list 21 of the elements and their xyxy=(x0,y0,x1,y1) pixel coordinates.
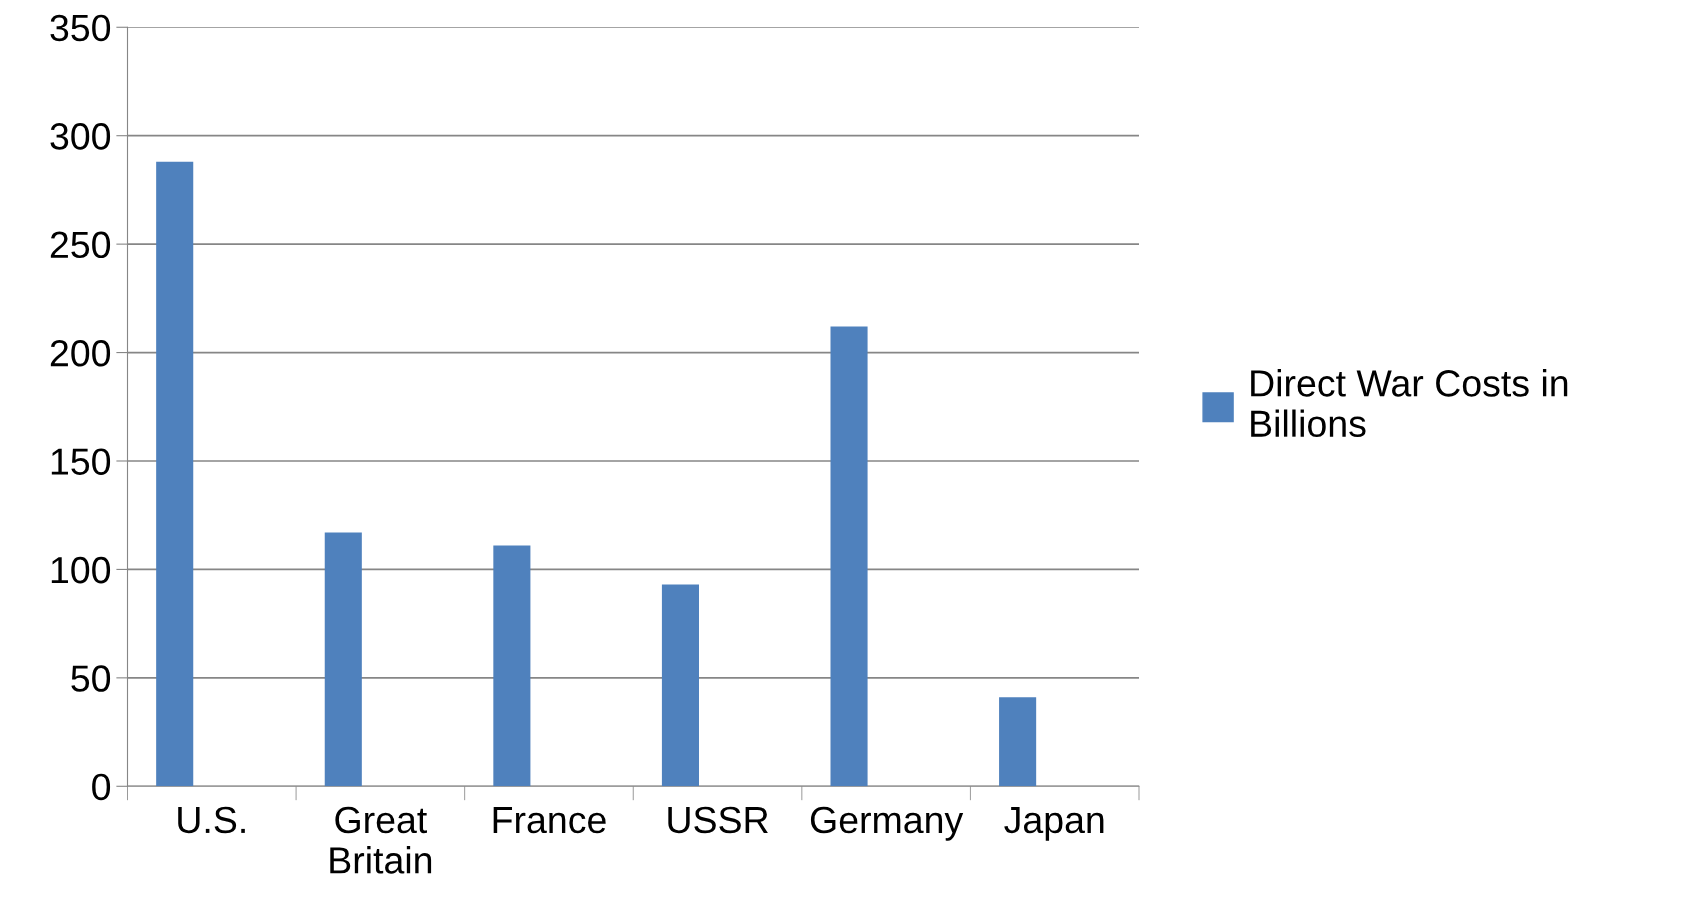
bar xyxy=(661,584,699,787)
y-tick-label: 350 xyxy=(50,14,111,42)
bar xyxy=(324,532,362,787)
y-tick-label: 200 xyxy=(50,339,111,367)
x-tick-label: Germany xyxy=(810,806,964,841)
y-tick-label: 300 xyxy=(50,123,111,150)
bar xyxy=(156,161,194,787)
x-tick-label: Great Britain xyxy=(330,806,432,874)
bar xyxy=(830,326,868,787)
y-tick-label: 250 xyxy=(50,231,111,259)
x-tick-label: USSR xyxy=(668,806,768,834)
y-tick-label: 100 xyxy=(51,556,111,584)
x-tick-label: France xyxy=(493,807,606,834)
bar xyxy=(493,545,531,787)
x-tick-label: Japan xyxy=(1004,807,1104,841)
y-tick-label: 0 xyxy=(92,773,111,801)
y-tick-label: 50 xyxy=(71,665,111,692)
legend-label: Direct War Costs in Billions xyxy=(1251,369,1568,438)
x-tick-label: U.S. xyxy=(178,806,245,834)
bar xyxy=(999,697,1037,787)
y-tick-label: 150 xyxy=(51,448,111,475)
